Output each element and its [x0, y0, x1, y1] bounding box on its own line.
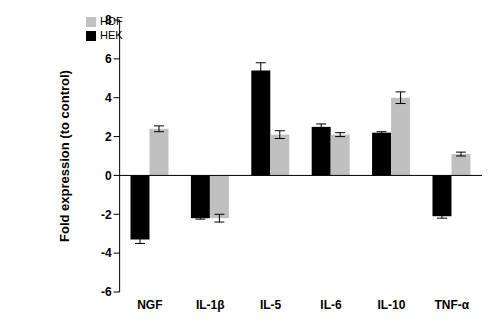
- svg-text:IL-10: IL-10: [377, 298, 405, 312]
- svg-text:Fold expression (to control): Fold expression (to control): [57, 70, 72, 242]
- svg-text:-4: -4: [101, 246, 112, 260]
- svg-text:-6: -6: [101, 285, 112, 299]
- svg-text:IL-6: IL-6: [320, 298, 342, 312]
- svg-text:NGF: NGF: [137, 298, 162, 312]
- svg-text:-2: -2: [101, 208, 112, 222]
- svg-text:6: 6: [105, 52, 112, 66]
- svg-text:IL-5: IL-5: [260, 298, 282, 312]
- svg-text:0: 0: [105, 169, 112, 183]
- svg-text:8: 8: [105, 13, 112, 27]
- svg-text:4: 4: [105, 91, 112, 105]
- svg-text:IL-1β: IL-1β: [196, 298, 225, 312]
- svg-text:2: 2: [105, 130, 112, 144]
- svg-text:TNF-α: TNF-α: [434, 298, 469, 312]
